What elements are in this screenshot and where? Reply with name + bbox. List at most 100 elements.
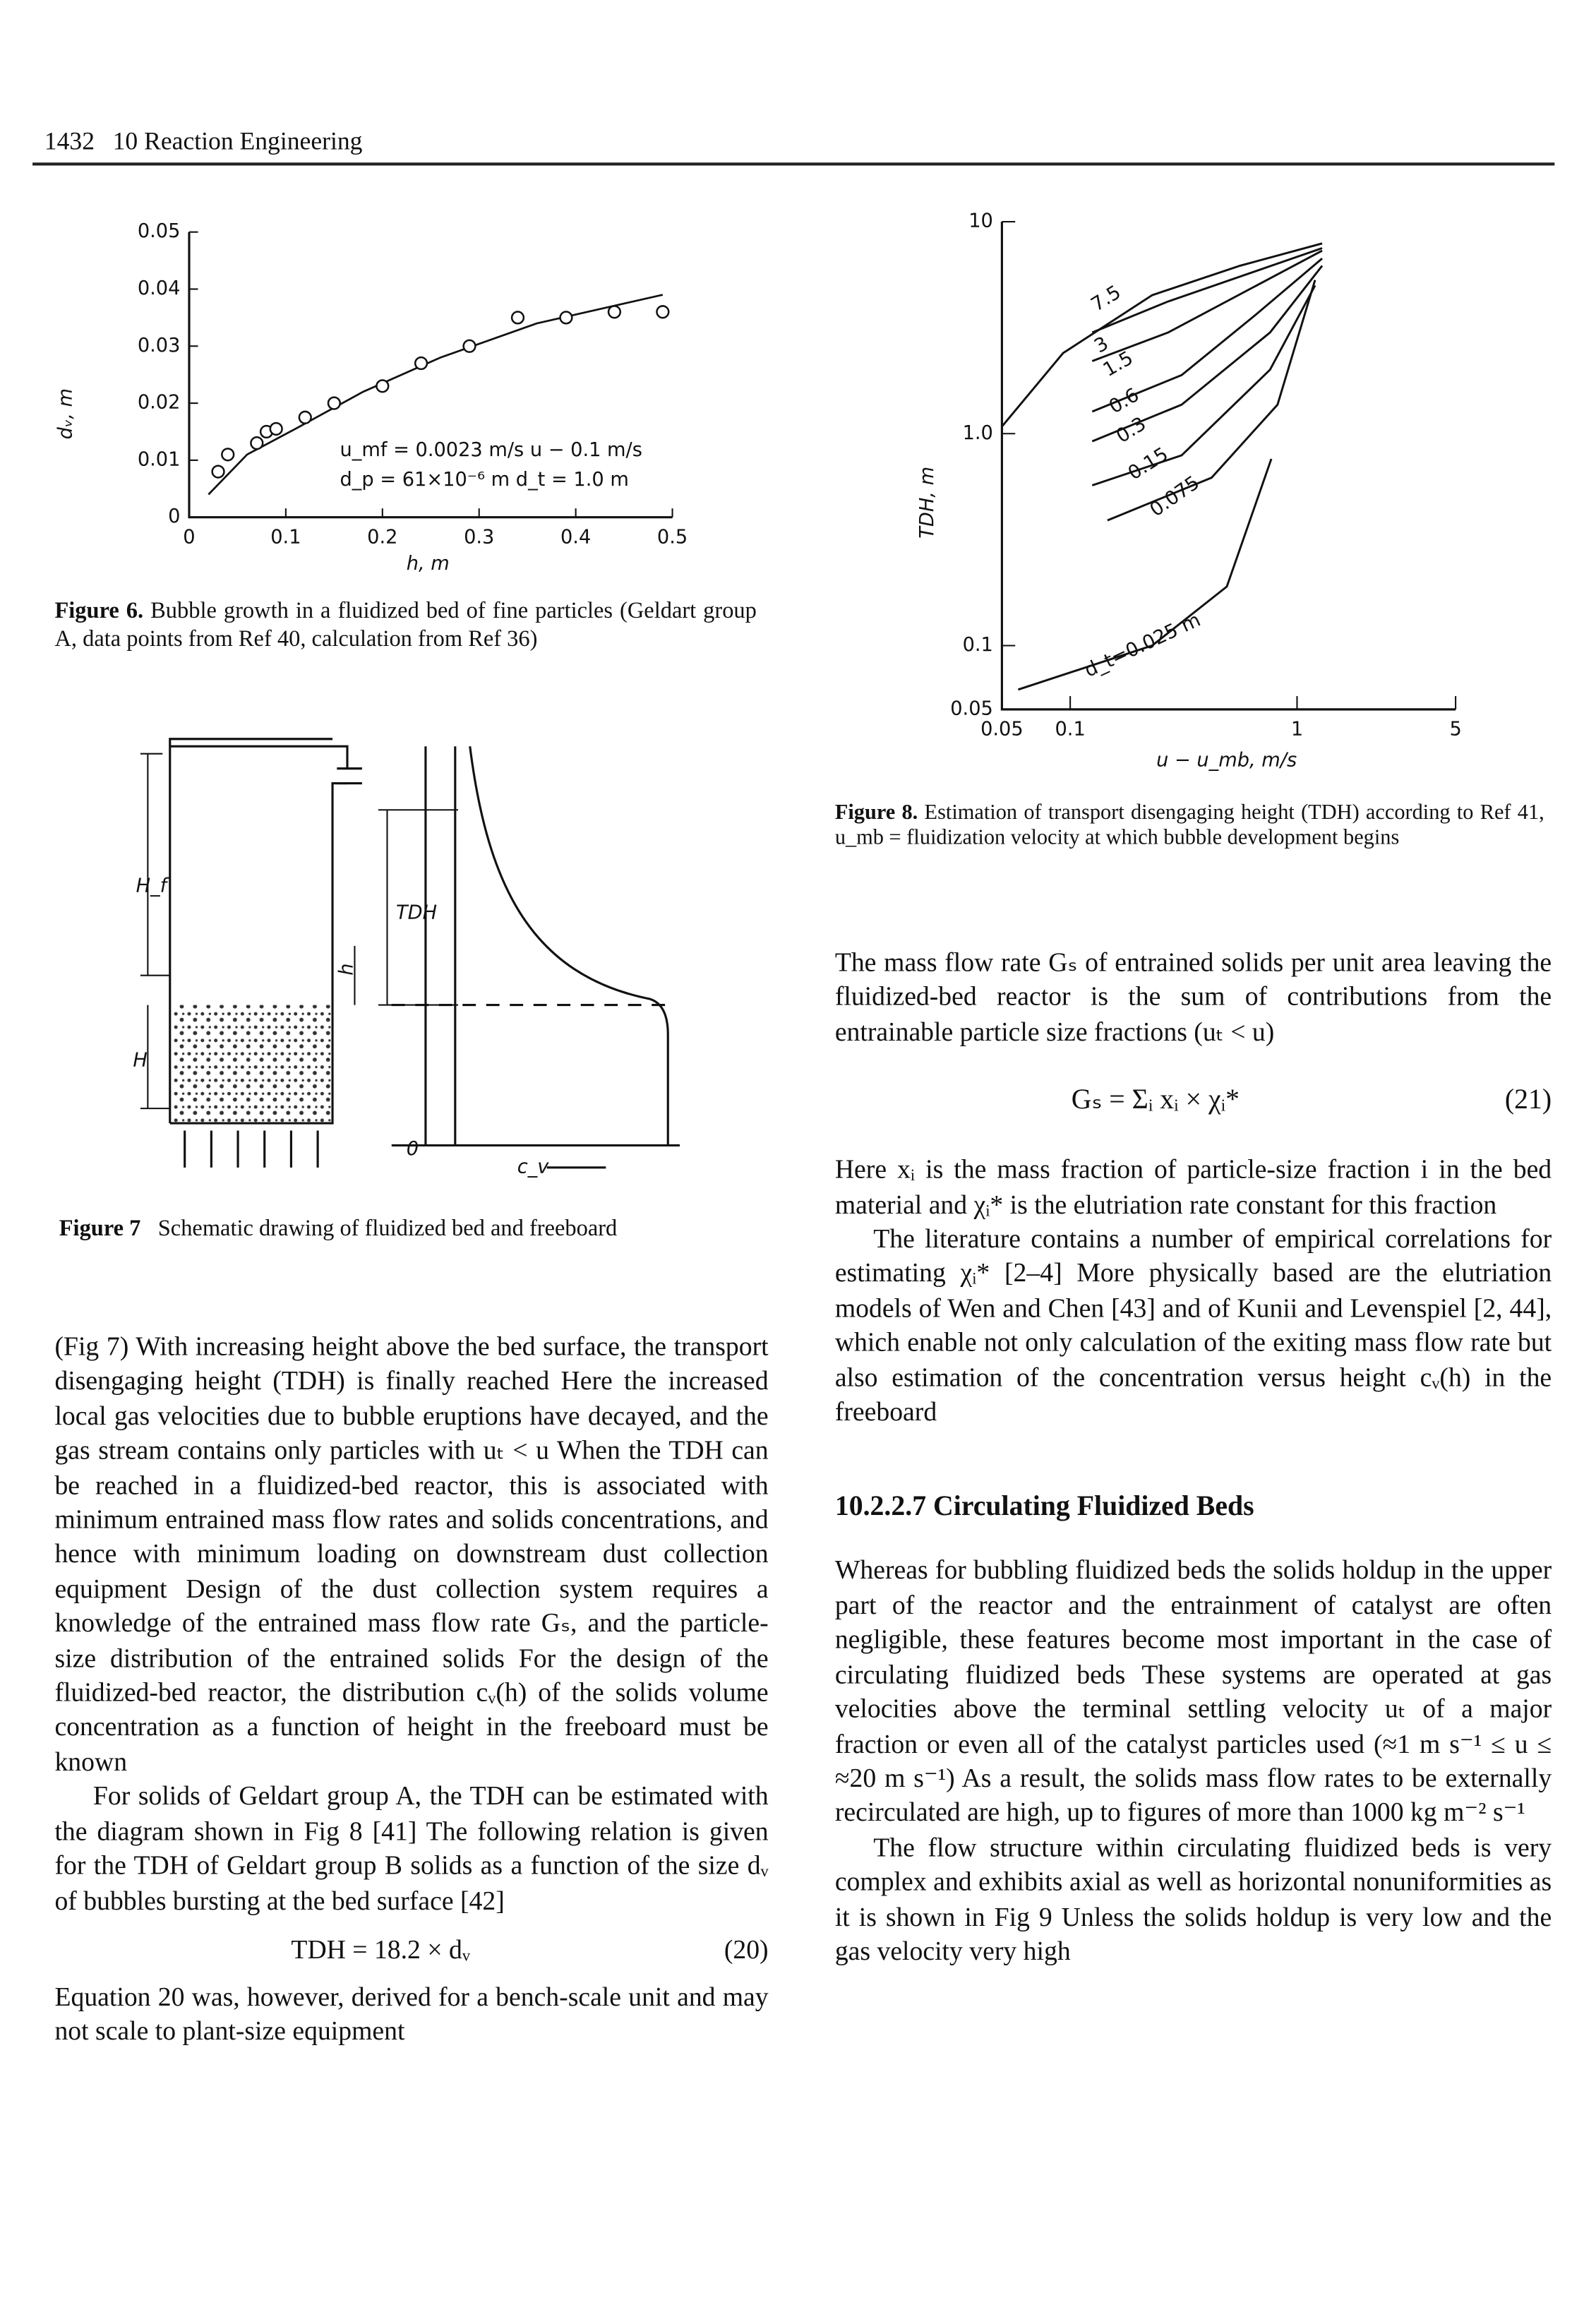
calculation-curve bbox=[208, 294, 664, 496]
paragraph: The literature contains a number of empi… bbox=[834, 1223, 1552, 1427]
y-tick-label: 0.05 bbox=[138, 220, 181, 242]
y-tick-label: 0.1 bbox=[963, 634, 993, 656]
y-tick-label: 0.04 bbox=[138, 277, 181, 299]
section-title: 10 Reaction Engineering bbox=[112, 127, 363, 155]
schematic-label: H bbox=[133, 1050, 147, 1072]
paragraph: Equation 20 was, however, derived for a … bbox=[54, 1982, 769, 2047]
data-point bbox=[656, 305, 670, 319]
x-tick-label: 1 bbox=[1291, 719, 1303, 741]
figure-8-caption: Figure 8. Estimation of transport diseng… bbox=[835, 801, 1544, 851]
cv-axes bbox=[391, 746, 680, 1147]
data-point bbox=[250, 436, 264, 450]
height-dimensions bbox=[140, 753, 170, 1110]
equation: TDH = 18.2 × dᵥ bbox=[291, 1934, 470, 1965]
figure-7-caption: Figure 7 Schematic drawing of fluidized … bbox=[59, 1215, 769, 1243]
caption-text: Schematic drawing of fluidized bed and f… bbox=[157, 1216, 618, 1242]
data-point bbox=[211, 465, 225, 479]
bed bbox=[171, 1005, 331, 1124]
curve-label: 0.15 bbox=[1124, 443, 1172, 484]
paragraph: The mass flow rate Gₛ of entrained solid… bbox=[834, 947, 1552, 1046]
section-heading: 10.2.2.7 Circulating Fluidized Beds bbox=[834, 1492, 1254, 1523]
curve-label: 0.075 bbox=[1146, 472, 1204, 521]
equation-20: TDH = 18.2 × dᵥ (20) bbox=[54, 1918, 768, 1980]
x-tick-label: 5 bbox=[1449, 719, 1461, 741]
equation-number: (20) bbox=[724, 1934, 769, 1965]
x-tick-label: 0.3 bbox=[464, 527, 494, 549]
y-tick-label: 1.0 bbox=[963, 422, 993, 444]
paragraph: Here xᵢ is the mass fraction of particle… bbox=[834, 1154, 1552, 1219]
caption-label: Figure 8. bbox=[834, 801, 918, 825]
curve bbox=[1001, 242, 1323, 428]
x-tick-label: 0.4 bbox=[560, 527, 591, 549]
paragraph: For solids of Geldart group A, the TDH c… bbox=[54, 1781, 769, 1915]
schematic-label: h bbox=[335, 963, 357, 975]
header-rule bbox=[32, 162, 1555, 165]
x-tick-label: 0.2 bbox=[367, 527, 397, 549]
figure-6-caption: Figure 6. Bubble growth in a fluidized b… bbox=[54, 597, 756, 654]
x-tick-label: 0.5 bbox=[657, 527, 688, 549]
left-column: (Fig 7) With increasing height above the… bbox=[54, 1330, 768, 2049]
caption-label: Figure 6. bbox=[54, 598, 144, 624]
data-point bbox=[607, 305, 622, 319]
annotation: d_p = 61×10⁻⁶ m d_t = 1.0 m bbox=[340, 469, 629, 491]
curve-label: 0.3 bbox=[1112, 413, 1150, 448]
schematic-label: 0 bbox=[407, 1138, 419, 1160]
figures: H_f Hh TDH 0 c_v 0 0.01 0.02 0.03 0.04 0.05 0 0.1 0.2… bbox=[55, 210, 1462, 1178]
x-tick-label: 0.05 bbox=[980, 719, 1024, 741]
schematic-label: TDH bbox=[396, 902, 437, 923]
data-point bbox=[414, 356, 428, 371]
y-axis-label: TDH, m bbox=[916, 467, 938, 539]
data-point bbox=[298, 410, 312, 424]
tdh-dimension bbox=[354, 809, 458, 1006]
paragraph: (Fig 7) With increasing height above the… bbox=[54, 1331, 769, 1777]
y-tick-label: 10 bbox=[968, 210, 993, 232]
y-tick-label: 0.02 bbox=[138, 392, 181, 414]
cv-profile bbox=[469, 746, 669, 1146]
x-axis-label: u − u_mb, m/s bbox=[1156, 750, 1297, 772]
data-point bbox=[559, 311, 573, 325]
schematic-label: c_v bbox=[517, 1156, 550, 1178]
data-point bbox=[269, 421, 283, 436]
curve bbox=[1091, 249, 1323, 362]
curve bbox=[1091, 265, 1324, 443]
y-tick-label: 0.01 bbox=[138, 448, 181, 470]
equation-21: Gₛ = Σᵢ xᵢ × χᵢ* (21) bbox=[835, 1050, 1552, 1154]
figure-7-schematic bbox=[140, 738, 680, 1169]
caption-text: Estimation of transport disengaging heig… bbox=[834, 801, 1544, 850]
paragraph: Whereas for bubbling fluidized beds the … bbox=[834, 1555, 1552, 1828]
y-tick-label: 0.03 bbox=[138, 335, 181, 357]
x-axis-label: h, m bbox=[407, 553, 450, 575]
data-point bbox=[510, 311, 525, 325]
data-point bbox=[376, 379, 390, 393]
curve-label: d_t=0.025 m bbox=[1081, 609, 1204, 682]
annotation: u_mf = 0.0023 m/s u − 0.1 m/s bbox=[340, 439, 642, 461]
outlet bbox=[337, 767, 362, 785]
data-point bbox=[462, 339, 476, 353]
curve bbox=[1091, 247, 1323, 334]
curve-label: 7.5 bbox=[1087, 282, 1124, 316]
axes bbox=[1000, 222, 1456, 711]
caption-text: Bubble growth in a fluidized bed of fine… bbox=[54, 598, 757, 652]
x-tick-label: 0 bbox=[183, 527, 195, 549]
equation-number: (21) bbox=[1504, 1085, 1552, 1117]
y-tick-label: 0.05 bbox=[950, 697, 993, 719]
schematic-label: H_f bbox=[136, 875, 169, 897]
curve bbox=[1017, 458, 1273, 691]
data-point bbox=[221, 448, 235, 462]
x-tick-label: 0.1 bbox=[270, 527, 301, 549]
curve bbox=[1107, 280, 1316, 522]
y-axis-label: dᵥ, m bbox=[55, 388, 77, 439]
paragraph: The flow structure within circulating fl… bbox=[834, 1832, 1552, 1966]
y-tick-label: 0 bbox=[168, 505, 180, 527]
equation: Gₛ = Σᵢ xᵢ × χᵢ* bbox=[1071, 1085, 1240, 1117]
page-number: 1432 bbox=[44, 127, 95, 155]
x-tick-label: 0.1 bbox=[1055, 719, 1085, 741]
running-header: 1432 10 Reaction Engineering bbox=[44, 127, 363, 157]
right-column: The mass flow rate Gₛ of entrained solid… bbox=[835, 946, 1552, 1969]
gas-inlet-arrows bbox=[184, 1130, 319, 1168]
caption-label: Figure 7 bbox=[59, 1216, 141, 1242]
data-point bbox=[327, 396, 341, 410]
curve bbox=[1091, 284, 1316, 486]
curve bbox=[1091, 258, 1324, 413]
